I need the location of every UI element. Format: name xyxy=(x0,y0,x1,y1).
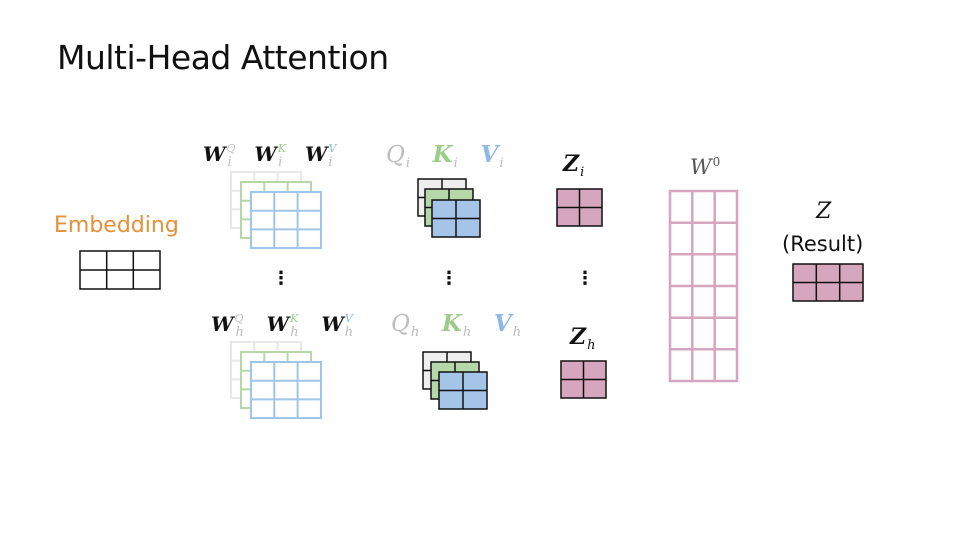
ellipsis-weights: ⋮ xyxy=(272,268,290,289)
ellipsis-z: ⋮ xyxy=(576,268,594,289)
w0-matrix xyxy=(668,189,739,383)
wk-i-sub: i xyxy=(278,155,283,170)
z-h-matrix xyxy=(560,360,607,399)
result-label: (Result) xyxy=(782,232,864,256)
qkv-matrices-h xyxy=(422,351,488,410)
wq-i-symbol: W xyxy=(203,142,226,166)
z-i-matrix xyxy=(556,188,603,227)
z-h-label: Zh xyxy=(570,326,595,352)
w0-label: W0 xyxy=(690,156,720,178)
q-i-sub: i xyxy=(405,156,411,171)
v-h-sub: h xyxy=(512,325,522,340)
wv-i-symbol: W xyxy=(304,142,328,166)
wv-h-sub: h xyxy=(344,325,354,340)
z-i-symbol: Z xyxy=(563,151,580,177)
v-h-symbol: V xyxy=(493,310,512,337)
wq-h-symbol: W xyxy=(211,312,234,336)
slide-title: Multi-Head Attention xyxy=(57,38,389,77)
w0-sup: 0 xyxy=(712,155,721,169)
z-h-sub: h xyxy=(587,338,596,353)
k-h-sub: h xyxy=(462,325,472,340)
v-i-symbol: V xyxy=(480,141,499,168)
q-h-sub: h xyxy=(410,325,420,340)
k-i-sub: i xyxy=(453,156,458,171)
qkv-matrices-i xyxy=(417,178,481,238)
wv-h-matrix xyxy=(250,361,322,419)
wv-h-sup: V xyxy=(344,312,353,325)
v-i-matrix xyxy=(431,199,481,238)
wv-i-sup: V xyxy=(328,142,337,155)
wk-h-symbol: W xyxy=(266,312,290,336)
z-result-symbol: Z xyxy=(816,199,832,224)
z-result-matrix xyxy=(792,263,864,302)
weight-matrices-i xyxy=(230,171,322,249)
wk-h-sup: K xyxy=(290,312,299,325)
wv-i-sub: i xyxy=(328,155,333,170)
k-i-symbol: K xyxy=(432,141,453,168)
weight-matrices-h xyxy=(230,341,322,419)
weight-labels-h: WQh WKh WVh xyxy=(211,313,353,339)
v-i-sub: i xyxy=(499,156,504,171)
q-i-symbol: Q xyxy=(386,142,405,168)
wq-h-sup: Q xyxy=(234,312,244,325)
embedding-matrix xyxy=(79,250,161,290)
wq-i-sub: i xyxy=(227,155,232,170)
wk-h-sub: h xyxy=(290,325,299,340)
weight-labels-i: WQi WKi WVi xyxy=(203,142,337,170)
k-h-symbol: K xyxy=(441,310,462,337)
qkv-labels-h: Qh Kh Vh xyxy=(391,312,521,339)
wq-i-sup: Q xyxy=(226,142,236,155)
z-h-symbol: Z xyxy=(570,324,587,350)
v-h-matrix xyxy=(438,371,488,410)
z-i-label: Zi xyxy=(563,153,584,179)
wk-i-symbol: W xyxy=(254,142,277,166)
wq-h-sub: h xyxy=(235,325,244,340)
ellipsis-qkv: ⋮ xyxy=(440,268,458,289)
wk-i-sup: K xyxy=(277,142,287,155)
w0-symbol: W xyxy=(690,155,712,179)
embedding-label: Embedding xyxy=(54,213,179,238)
z-i-sub: i xyxy=(580,165,585,180)
qkv-labels-i: Qi Ki Vi xyxy=(386,143,503,170)
wv-h-symbol: W xyxy=(321,312,344,336)
q-h-symbol: Q xyxy=(391,311,410,337)
wv-i-matrix xyxy=(250,191,322,249)
